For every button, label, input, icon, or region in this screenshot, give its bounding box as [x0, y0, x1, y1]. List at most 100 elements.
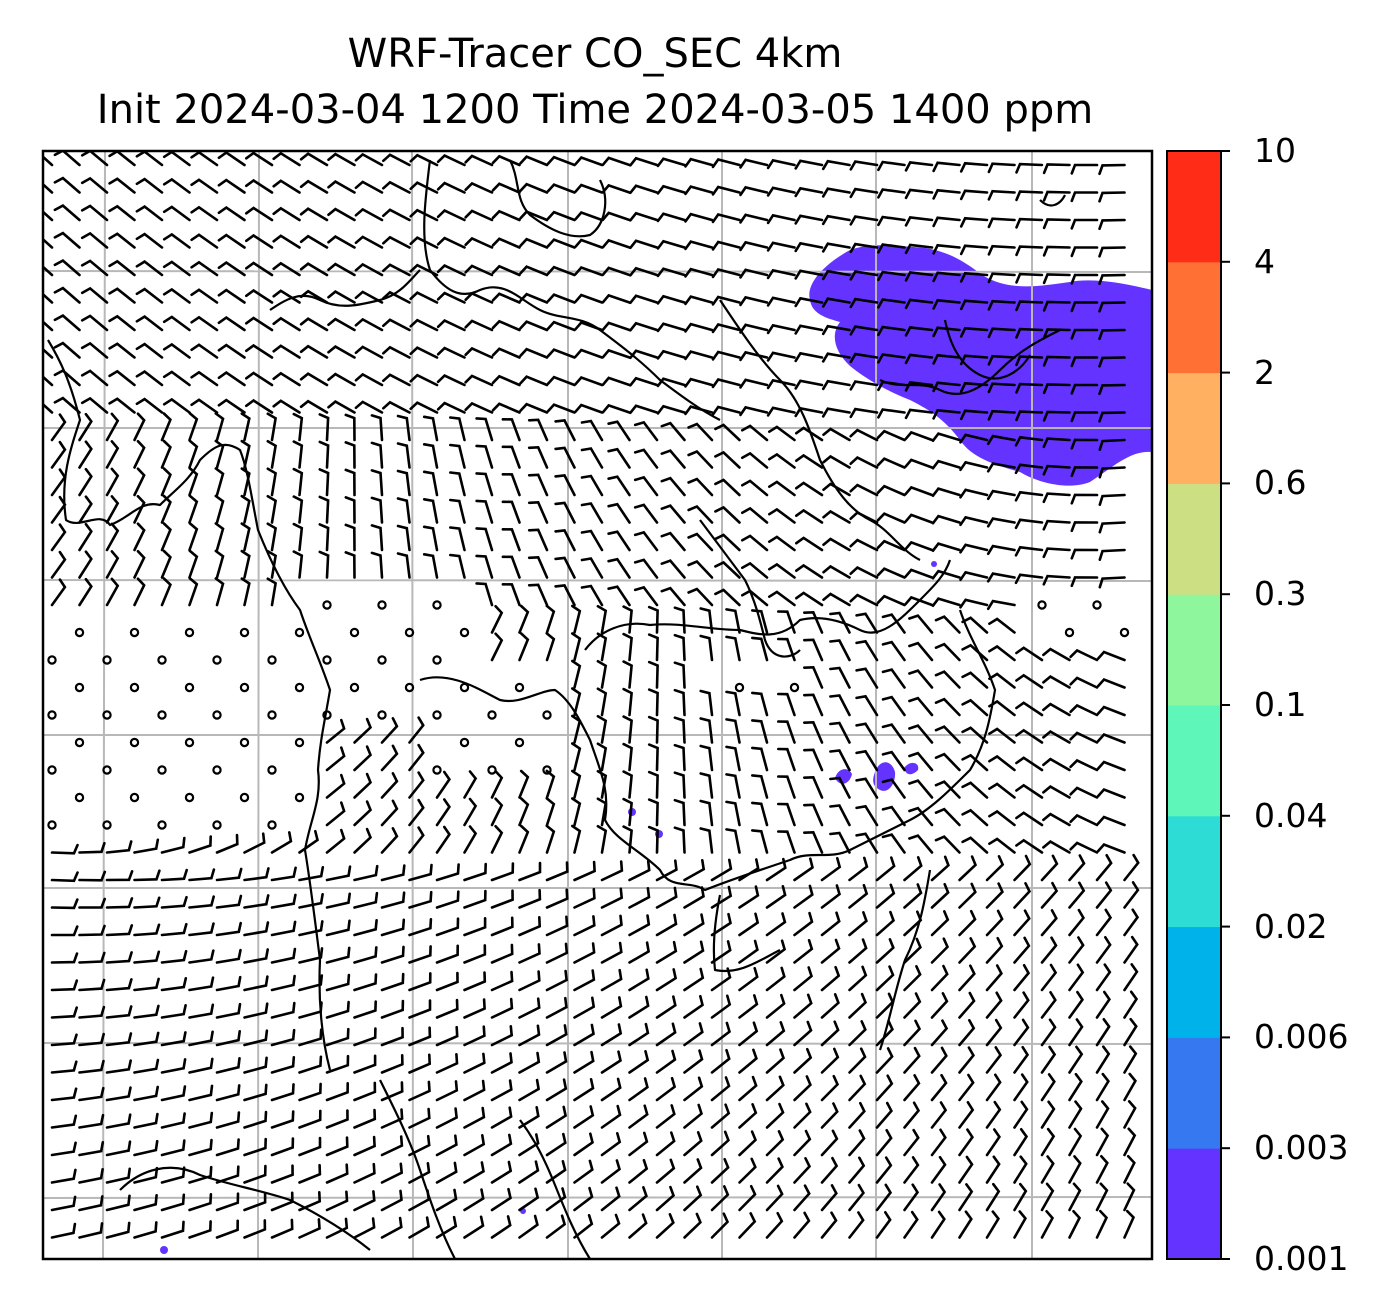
wind-barb [601, 293, 631, 304]
wind-barb [217, 178, 246, 194]
wind-barb [243, 1110, 268, 1129]
wind-barb [108, 342, 136, 359]
wind-barb [1042, 702, 1071, 717]
wind-barb [162, 205, 191, 222]
wind-barb [988, 672, 1016, 689]
wind-barb [1042, 464, 1071, 476]
wind-barb [580, 474, 604, 497]
wind-barb [409, 373, 439, 387]
wind-barb [270, 1137, 295, 1157]
wind-barb [794, 296, 824, 308]
wind-barb [988, 809, 1016, 827]
wind-barb [961, 698, 989, 717]
wind-barb [849, 538, 879, 552]
wind-barb [986, 462, 1016, 473]
calm-wind-marker [459, 682, 470, 693]
wind-barbs [43, 151, 1140, 1239]
wind-barb [299, 152, 329, 167]
wind-barb [490, 943, 514, 964]
wind-barb [50, 871, 79, 883]
wind-barb [463, 1052, 486, 1074]
wind-barb [380, 999, 405, 1019]
wind-barb [160, 1085, 187, 1102]
wind-barb [903, 1210, 919, 1239]
wind-barb [855, 639, 879, 662]
wind-barb [777, 802, 796, 827]
wind-barb [43, 320, 54, 332]
wind-barb [1070, 218, 1099, 230]
border-line [509, 159, 607, 238]
wind-barb [655, 1213, 675, 1239]
wind-barb [629, 156, 659, 167]
wind-barb [188, 976, 215, 992]
wind-barb [1098, 191, 1126, 203]
wind-barb [1013, 1018, 1030, 1047]
wind-barb [711, 295, 741, 306]
wind-barb [958, 882, 977, 909]
wind-barb [904, 381, 934, 392]
wind-barb [396, 524, 411, 552]
wind-barb [848, 1074, 867, 1102]
wind-barb [1070, 356, 1099, 368]
wind-barb [607, 420, 631, 442]
wind-barb [518, 1133, 540, 1157]
calm-wind-marker [322, 710, 332, 720]
wind-barb [699, 689, 714, 717]
wind-barb [931, 542, 961, 552]
wind-barb [133, 896, 161, 909]
wind-barb [673, 826, 686, 854]
wind-barb [266, 495, 278, 524]
wind-barb [1015, 382, 1044, 394]
wind-barb [580, 447, 604, 469]
wind-barb [1042, 218, 1071, 230]
wind-barb [325, 746, 346, 772]
wind-barb [908, 751, 934, 772]
wind-barb [1095, 1072, 1110, 1102]
wind-barb [370, 469, 384, 497]
wind-barb [821, 242, 851, 253]
wind-barb [188, 949, 215, 964]
wind-barb [188, 835, 212, 854]
wind-barb [1068, 854, 1086, 882]
wind-barb [245, 398, 274, 414]
wind-barb [903, 1019, 922, 1047]
wind-barb [1069, 648, 1099, 662]
colorbar-segment [1167, 1037, 1221, 1149]
wind-barb [105, 440, 120, 469]
wind-barb [215, 921, 242, 937]
wind-barb [160, 1058, 187, 1074]
wind-barb [959, 326, 989, 338]
wind-barb [803, 610, 824, 634]
wind-barb [1013, 1128, 1029, 1157]
wind-barb [684, 350, 714, 361]
wind-barb [739, 378, 769, 389]
wind-barb [422, 470, 439, 497]
tracer-patch [931, 561, 937, 567]
wind-barb [545, 1024, 568, 1047]
wind-barb [50, 925, 79, 937]
wind-barb [409, 318, 439, 332]
wind-barb [1013, 1045, 1030, 1074]
wind-barb [958, 1128, 974, 1157]
wind-barb [1098, 273, 1126, 286]
wind-barb [687, 504, 714, 524]
wind-barb [573, 1214, 594, 1239]
wind-barb [188, 1165, 213, 1184]
wind-barb [848, 1211, 865, 1239]
wind-barb [217, 343, 246, 359]
wind-barb [794, 241, 824, 253]
wind-barb [683, 1103, 704, 1129]
wind-barb [711, 268, 741, 279]
wind-barb [765, 912, 787, 937]
wind-barb [50, 1222, 77, 1239]
calm-wind-marker [1119, 627, 1130, 638]
wind-barb [596, 715, 608, 744]
wind-barb [272, 289, 301, 304]
wind-barb [490, 970, 514, 992]
wind-barb [633, 530, 659, 552]
wind-barb [298, 1082, 322, 1102]
wind-barb [751, 746, 769, 772]
wind-barb [656, 239, 686, 250]
wind-barb [881, 695, 906, 717]
wind-barb [435, 1025, 459, 1047]
